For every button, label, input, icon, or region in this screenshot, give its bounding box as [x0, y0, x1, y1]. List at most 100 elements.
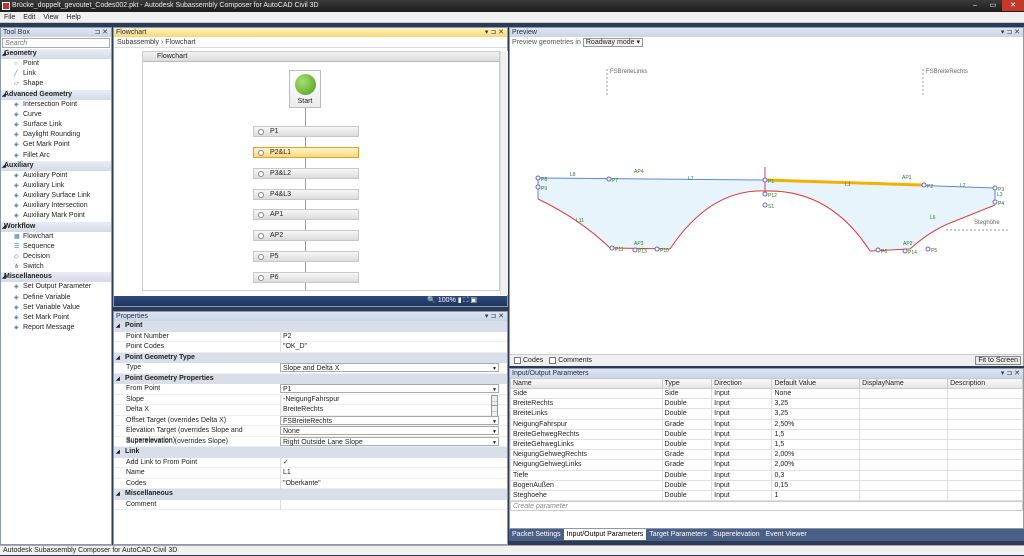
table-row[interactable]: BreiteGehwegLinks Double Input 1,5	[510, 438, 1023, 451]
table-row[interactable]: NeigungFahrspur Grade Input 2,50%	[510, 418, 1023, 430]
tool-auxiliary-intersection[interactable]: ◈ Auxiliary Intersection	[1, 201, 111, 211]
tool-flowchart[interactable]: ▦ Flowchart	[1, 232, 111, 242]
tool-auxiliary-surface-link[interactable]: ◈ Auxiliary Surface Link	[1, 191, 111, 201]
fit-to-screen-button[interactable]: Fit to Screen	[975, 356, 1021, 365]
tool-point[interactable]: ○ Point	[1, 59, 111, 69]
flow-node-p2-l1[interactable]: P2&L1	[253, 147, 359, 158]
property-section-miscellaneous[interactable]: ◢ Miscellaneous	[114, 489, 507, 500]
menu-edit[interactable]: Edit	[23, 14, 36, 21]
app-icon[interactable]	[2, 2, 10, 10]
tool-report-message[interactable]: ◈ Report Message	[1, 323, 111, 333]
tool-auxiliary-link[interactable]: ◈ Auxiliary Link	[1, 181, 111, 191]
close-button[interactable]: ✕	[1002, 0, 1024, 11]
flow-node-p4-l3[interactable]: P4&L3	[253, 189, 359, 200]
tool-set-output-parameter[interactable]: ◈ Set Output Parameter	[1, 282, 111, 292]
flow-node-ap2[interactable]: AP2	[253, 230, 359, 241]
tool-switch[interactable]: ⋔ Switch	[1, 262, 111, 272]
tool-intersection-point[interactable]: ◈ Intersection Point	[1, 100, 111, 110]
column-header-default value[interactable]: Default Value	[771, 378, 861, 389]
tab-packet-settings[interactable]: Packet Settings	[512, 531, 561, 538]
minimize-button[interactable]: –	[973, 2, 977, 9]
property-value-offset-target-overrides-delta-x-[interactable]: FSBreiteRechts ▼	[280, 415, 499, 425]
flow-node-p6[interactable]: P6	[253, 272, 359, 283]
property-value-point-number[interactable]: P2	[280, 331, 499, 342]
create-parameter-input[interactable]: Create parameter	[510, 501, 1023, 512]
pin-icon[interactable]: ▾ ⊐ ✕	[484, 29, 504, 36]
maximize-button[interactable]: ▭	[989, 2, 997, 9]
column-header-name[interactable]: Name	[510, 378, 663, 389]
preview-canvas[interactable]: FSBreiteLinks FSBreiteRechts Steghöhe P8 P9 P…	[510, 49, 1022, 351]
property-value-comment[interactable]	[280, 499, 499, 510]
table-row[interactable]: Side Side Input None	[510, 387, 1023, 400]
property-value-elevation-target-overrides-slope-and-superelevation-[interactable]: None ▼	[280, 426, 499, 435]
table-row[interactable]: NeigungGehwegRechts Grade Input 2,00%	[510, 449, 1023, 461]
toolbox-group-workflow[interactable]: ◢ Workflow	[1, 221, 111, 232]
zoom-level[interactable]: 100%	[437, 297, 456, 304]
flow-node-ap1[interactable]: AP1	[253, 209, 359, 220]
column-header-direction[interactable]: Direction	[711, 378, 773, 389]
property-value-type[interactable]: Slope and Delta X ▼	[280, 363, 499, 372]
property-section-point-geometry-type[interactable]: ◢ Point Geometry Type	[114, 352, 507, 363]
menu-help[interactable]: Help	[66, 14, 81, 21]
breadcrumb-flowchart[interactable]: Flowchart	[165, 39, 196, 46]
flowchart-scrollbar[interactable]	[500, 51, 508, 295]
property-value-slope[interactable]: -NeigungFahrspur…	[280, 394, 499, 407]
tool-surface-link[interactable]: ◈ Surface Link	[1, 120, 111, 130]
table-row[interactable]: BreiteGehwegRechts Double Input 1,5	[510, 428, 1023, 440]
tool-fillet-arc[interactable]: ◈ Fillet Arc	[1, 151, 111, 161]
tool-shape[interactable]: ▱ Shape	[1, 79, 111, 89]
toolbox-group-auxiliary[interactable]: ◢ Auxiliary	[1, 160, 111, 171]
tab-superelevation[interactable]: Superelevation	[712, 531, 760, 538]
pin-icon[interactable]: ▾ ⊐ ✕	[1000, 370, 1020, 377]
tool-daylight-rounding[interactable]: ◈ Daylight Rounding	[1, 130, 111, 140]
toolbox-search-input[interactable]: Search	[2, 38, 110, 48]
table-row[interactable]: Steghoehe Double Input 1	[510, 489, 1023, 502]
property-value-point-codes[interactable]: "OK_D"	[280, 342, 499, 352]
codes-checkbox[interactable]: Codes	[514, 356, 543, 364]
table-row[interactable]: BreiteRechts Double Input 3,25	[510, 398, 1023, 410]
tool-define-variable[interactable]: ◈ Define Variable	[1, 293, 111, 303]
tool-sequence[interactable]: ☰ Sequence	[1, 242, 111, 252]
column-header-displayname[interactable]: DisplayName	[859, 378, 949, 389]
toolbox-group-geometry[interactable]: ◢ Geometry	[1, 49, 111, 59]
property-value-add-link-to-from-point[interactable]: ✓	[280, 457, 499, 468]
toolbox-group-miscellaneous[interactable]: ◢ Miscellaneous	[1, 272, 111, 283]
column-header-description[interactable]: Description	[947, 378, 1023, 389]
flow-node-p5[interactable]: P5	[253, 251, 359, 262]
tool-set-variable-value[interactable]: ◈ Set Variable Value	[1, 303, 111, 313]
toolbox-group-advanced-geometry[interactable]: ◢ Advanced Geometry	[1, 89, 111, 100]
property-value-codes[interactable]: "Oberkante"	[280, 478, 499, 489]
property-value-superelevation-overrides-slope-[interactable]: Right Outside Lane Slope ▼	[280, 436, 499, 446]
column-header-type[interactable]: Type	[661, 378, 713, 389]
property-value-delta-x[interactable]: BreiteRechts…	[280, 405, 499, 417]
flow-node-p3-l2[interactable]: P3&L2	[253, 168, 359, 179]
tab-input-output-parameters[interactable]: Input/Output Parameters	[563, 529, 647, 540]
breadcrumb-subassembly[interactable]: Subassembly	[117, 39, 160, 46]
flowchart-canvas[interactable]: Flowchart Start P1 P2&L1 P3&L2 P4&L3 AP1 AP2 P…	[142, 51, 500, 291]
tab-target-parameters[interactable]: Target Parameters	[649, 531, 707, 538]
tool-set-mark-point[interactable]: ◈ Set Mark Point	[1, 313, 111, 323]
table-row[interactable]: BreiteLinks Double Input 3,25	[510, 408, 1023, 420]
tool-curve[interactable]: ◈ Curve	[1, 110, 111, 120]
property-section-point-geometry-properties[interactable]: ◢ Point Geometry Properties	[114, 373, 507, 384]
property-section-point[interactable]: ◢ Point	[114, 321, 507, 332]
pin-icon[interactable]: ▾ ⊐ ✕	[484, 313, 504, 320]
table-row[interactable]: BogenAußen Double Input 0,15	[510, 479, 1023, 491]
tab-event-viewer[interactable]: Event Viewer	[765, 531, 807, 538]
property-value-name[interactable]: L1	[280, 468, 499, 478]
property-section-link[interactable]: ◢ Link	[114, 447, 507, 458]
flow-node-p1[interactable]: P1	[253, 126, 359, 137]
tool-auxiliary-mark-point[interactable]: ◈ Auxiliary Mark Point	[1, 211, 111, 221]
pin-icon[interactable]: ▾ ⊐ ✕	[1000, 29, 1020, 36]
table-row[interactable]: Tiefe Double Input 0,3	[510, 469, 1023, 481]
roadway-mode-select[interactable]: Roadway mode ▾	[582, 38, 643, 47]
tool-decision[interactable]: ◇ Decision	[1, 252, 111, 262]
tool-get-mark-point[interactable]: ◈ Get Mark Point	[1, 140, 111, 150]
tool-auxiliary-point[interactable]: ◈ Auxiliary Point	[1, 171, 111, 181]
menu-view[interactable]: View	[43, 14, 59, 21]
start-node[interactable]: Start	[289, 70, 321, 108]
tool-link[interactable]: ╱ Link	[1, 69, 111, 79]
property-value-from-point[interactable]: P1 ▼	[280, 384, 499, 393]
table-row[interactable]: NeigungGehwegLinks Grade Input 2,00%	[510, 459, 1023, 471]
menu-file[interactable]: File	[4, 14, 16, 21]
